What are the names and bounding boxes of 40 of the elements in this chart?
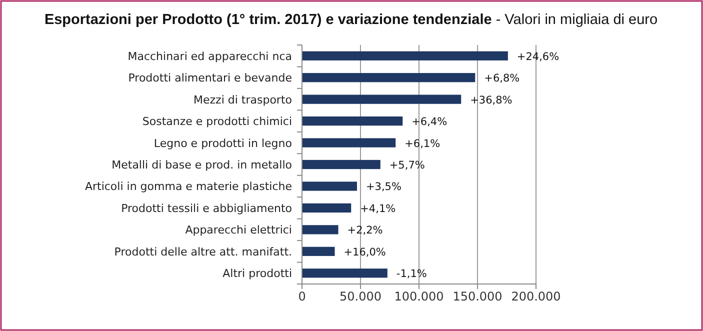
y-tick-label: Legno e prodotti in legno	[154, 136, 292, 150]
x-tick-label: 50.000	[340, 290, 382, 304]
y-tick-label: Sostanze e prodotti chimici	[142, 115, 292, 128]
bar	[302, 51, 508, 60]
x-tick-label: 150.000	[452, 290, 502, 304]
y-tick-label: Prodotti tessili e abbigliamento	[121, 202, 292, 215]
annotation: +6,4%	[412, 116, 448, 128]
annotation: +6,1%	[404, 138, 440, 150]
bar	[302, 94, 462, 104]
text: - Valori in migliaia di euro	[492, 12, 658, 28]
chart-title: Esportazioni per Prodotto (1° trim. 2017) e variazione tendenziale	[44, 12, 492, 28]
x-tick-label: 100.000	[394, 290, 444, 304]
annotation: +24,6%	[516, 50, 560, 63]
y-tick-label: Mezzi di trasporto	[194, 93, 292, 106]
bar	[302, 73, 476, 82]
annotation: +16,0%	[344, 246, 386, 258]
bar	[302, 160, 380, 170]
y-tick-label: Prodotti alimentari e bevande	[128, 72, 292, 85]
x-tick-label: 200.000	[511, 290, 561, 304]
bar	[302, 203, 352, 213]
y-tick-label: Apparecchi elettrici	[185, 224, 292, 237]
y-tick-label: Metalli di base e prod. in metallo	[112, 158, 292, 172]
annotation: +36,8%	[470, 94, 512, 106]
bar	[302, 138, 396, 148]
annotation: -1,1%	[396, 268, 427, 280]
annotation: +5,7%	[389, 160, 425, 172]
y-tick-label: Articoli in gomma e materie plastiche	[84, 180, 292, 194]
bar	[302, 246, 335, 256]
annotation: +6,8%	[484, 72, 520, 85]
bar	[302, 225, 338, 234]
bar	[302, 268, 388, 278]
y-tick-label: Macchinari ed apparecchi nca	[128, 50, 292, 63]
annotation: +4,1%	[360, 202, 396, 215]
bar	[302, 182, 357, 191]
x-tick-label: 0	[298, 290, 306, 304]
annotation: +3,5%	[366, 181, 402, 194]
annotation: +2,2%	[347, 224, 383, 237]
bar	[302, 116, 403, 126]
y-tick-label: Altri prodotti	[222, 267, 292, 280]
y-tick-label: Prodotti delle altre att. manifatt.	[114, 245, 292, 258]
